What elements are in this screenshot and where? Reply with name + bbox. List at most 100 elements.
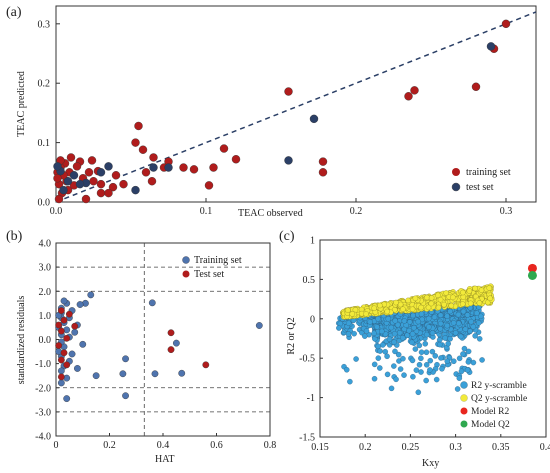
panel-b-label: (b) — [6, 229, 23, 244]
data-point-r2-scramble — [409, 339, 415, 346]
data-point-test-set — [63, 177, 73, 186]
x-tick-label: 0.3 — [500, 206, 513, 217]
data-point-training-set — [318, 157, 328, 166]
panel-b-ylabel: standardized residuals — [16, 296, 27, 385]
data-point-test-set — [131, 185, 140, 195]
data-point-r2-scramble — [472, 333, 478, 339]
data-point-training-set — [96, 188, 106, 198]
data-point-r2-scramble — [474, 310, 480, 316]
data-point-q2-scramble — [428, 300, 435, 307]
data-point-r2-scramble — [462, 326, 469, 332]
x-tick-label: 0.6 — [210, 440, 223, 451]
data-point-training-set — [318, 168, 328, 177]
data-point-Training-set — [79, 340, 87, 348]
data-point-q2-scramble — [472, 285, 478, 292]
data-point-q2-scramble — [425, 304, 432, 311]
y-tick-label: 0.5 — [303, 275, 316, 286]
data-point-q2-scramble — [377, 302, 383, 309]
data-point-r2-scramble — [447, 336, 453, 342]
data-point-Test-set — [57, 356, 65, 364]
data-point-r2-scramble — [367, 319, 373, 325]
data-point-q2-scramble — [448, 302, 455, 309]
data-point-training-set — [147, 177, 157, 186]
data-point-q2-scramble — [437, 296, 444, 303]
data-point-Test-set — [202, 361, 210, 369]
data-point-Training-set — [71, 328, 79, 336]
data-point-r2-scramble — [423, 362, 430, 368]
data-point-r2-scramble — [467, 328, 473, 334]
data-point-r2-scramble — [460, 308, 467, 315]
x-tick-label: 0.15 — [311, 442, 329, 453]
data-point-q2-scramble — [345, 307, 351, 313]
panel-b-xlabel: HAT — [155, 454, 174, 465]
data-point-r2-scramble — [450, 320, 457, 326]
data-point-r2-scramble — [353, 356, 359, 362]
data-point-r2-scramble — [397, 366, 404, 372]
data-point-Training-set — [87, 291, 95, 299]
data-point-training-set — [141, 168, 151, 177]
data-point-r2-scramble — [465, 348, 472, 355]
data-point-r2-scramble — [371, 361, 378, 368]
panel-b: (b) 0 0.2 0.4 0.6 0.8 -4.0 -3.0 -2.0 -1.0 0.0 1.0 2… — [6, 229, 276, 465]
data-point-r2-scramble — [426, 324, 432, 330]
panel-c-ylabel: R2 or Q2 — [286, 317, 297, 354]
data-point-training-set — [81, 194, 91, 204]
data-point-r2-scramble — [336, 325, 342, 331]
data-point-r2-scramble — [422, 341, 429, 347]
data-point-test-set — [284, 156, 293, 165]
panel-a-axes: 0.0 0.1 0.2 0.3 0.0 0.1 0.2 0.3 — [38, 19, 513, 217]
panel-a-ylabel: TEAC predicted — [16, 71, 27, 137]
data-point-Test-set — [71, 322, 79, 330]
x-tick-label: 0.8 — [264, 440, 277, 451]
data-point-r2-scramble — [413, 367, 420, 373]
data-point-r2-scramble — [418, 355, 424, 362]
data-point-r2-scramble — [444, 358, 450, 364]
data-point-r2-scramble — [418, 311, 425, 317]
panel-b-legend: Training set Test set — [182, 255, 242, 280]
data-point-Training-set — [92, 372, 100, 380]
data-point-q2-scramble — [441, 301, 447, 308]
y-tick-label: -4.0 — [35, 432, 51, 443]
data-point-r2-scramble — [464, 367, 471, 373]
data-point-Training-set — [57, 367, 65, 375]
legend-marker-model-r2 — [460, 407, 468, 415]
data-point-r2-scramble — [429, 348, 436, 355]
data-point-r2-scramble — [371, 375, 378, 382]
data-point-r2-scramble — [444, 313, 450, 319]
data-point-training-set — [54, 194, 64, 204]
data-point-r2-scramble — [432, 353, 439, 359]
data-point-r2-scramble — [395, 351, 402, 358]
data-point-training-set — [89, 177, 98, 186]
data-point-training-set — [53, 174, 62, 183]
data-point-Test-set — [63, 334, 71, 342]
data-point-r2-scramble — [351, 330, 357, 337]
panel-a-plot-frame — [55, 5, 537, 203]
panel-a-label: (a) — [6, 5, 22, 20]
data-point-Test-set — [63, 361, 71, 369]
data-point-q2-scramble — [412, 295, 419, 302]
legend-label-test-set: test set — [466, 182, 494, 193]
data-point-r2-scramble — [388, 385, 395, 392]
data-point-r2-scramble — [423, 331, 430, 338]
data-point-r2-scramble — [396, 330, 403, 336]
x-tick-label: 0.3 — [449, 442, 462, 453]
y-tick-label: 1.0 — [39, 311, 52, 322]
data-point-q2-scramble — [409, 306, 416, 313]
data-point-r2-scramble — [409, 357, 416, 364]
data-point-Training-set — [148, 299, 156, 307]
legend-marker-r2-scramble — [460, 381, 468, 389]
data-point-q2-scramble — [467, 300, 474, 307]
data-point-training-set — [111, 171, 121, 180]
data-point-r2-scramble — [400, 335, 406, 341]
data-point-test-set — [75, 179, 85, 189]
data-point-r2-scramble — [457, 333, 464, 340]
data-point-Training-set — [178, 369, 186, 377]
data-point-test-set — [486, 42, 496, 51]
data-point-r2-scramble — [423, 377, 429, 384]
data-point-training-set — [66, 153, 76, 162]
data-point-Test-set — [167, 329, 175, 337]
data-point-training-set — [104, 188, 113, 198]
data-point-Training-set — [151, 370, 159, 378]
data-point-training-set — [96, 179, 106, 189]
data-point-r2-scramble — [379, 328, 385, 335]
